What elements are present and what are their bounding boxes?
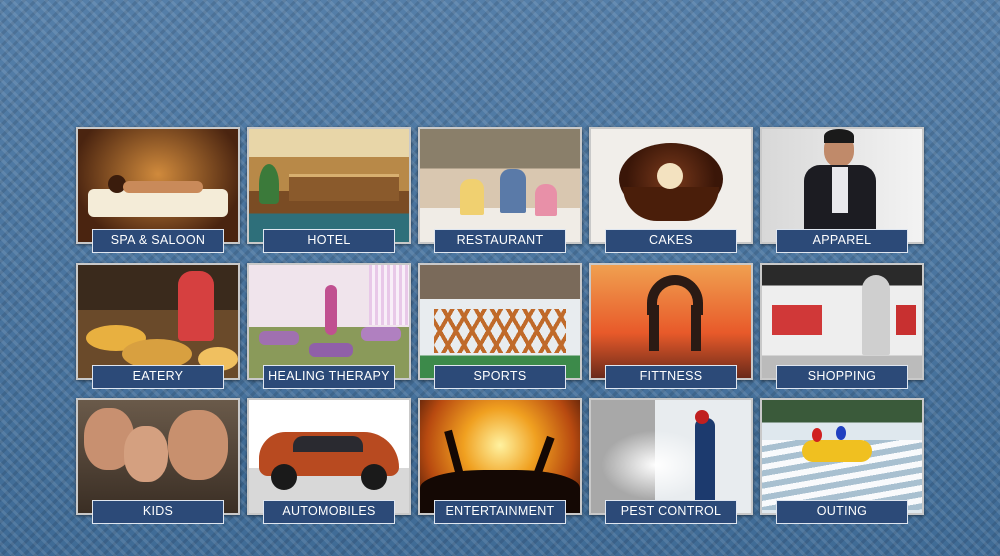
tile-label: OUTING — [776, 500, 908, 524]
tile-label: EATERY — [92, 365, 224, 389]
outing-icon — [762, 400, 922, 513]
apparel-icon — [762, 129, 922, 242]
tile-kids[interactable]: KIDS — [76, 398, 240, 524]
tile-sports[interactable]: SPORTS — [418, 263, 582, 389]
tile-label: AUTOMOBILES — [263, 500, 395, 524]
tile-outing[interactable]: OUTING — [760, 398, 924, 524]
entertainment-icon — [420, 400, 580, 513]
tile-hotel[interactable]: HOTEL — [247, 127, 411, 253]
tile-healing-therapy[interactable]: HEALING THERAPY — [247, 263, 411, 389]
tile-apparel[interactable]: APPAREL — [760, 127, 924, 253]
hotel-icon — [249, 129, 409, 242]
tile-label: ENTERTAINMENT — [434, 500, 566, 524]
pest-control-icon — [591, 400, 751, 513]
shopping-icon — [762, 265, 922, 378]
cake-icon — [591, 129, 751, 242]
tile-automobiles[interactable]: AUTOMOBILES — [247, 398, 411, 524]
tile-label: PEST CONTROL — [605, 500, 737, 524]
tile-label: SPORTS — [434, 365, 566, 389]
tile-label: HEALING THERAPY — [263, 365, 395, 389]
tile-shopping[interactable]: SHOPPING — [760, 263, 924, 389]
tile-label: FITTNESS — [605, 365, 737, 389]
eatery-icon — [78, 265, 238, 378]
tile-spa-saloon[interactable]: SPA & SALOON — [76, 127, 240, 253]
tile-label: APPAREL — [776, 229, 908, 253]
tile-label: SPA & SALOON — [92, 229, 224, 253]
kids-icon — [78, 400, 238, 513]
spa-icon — [78, 129, 238, 242]
tile-eatery[interactable]: EATERY — [76, 263, 240, 389]
tile-label: SHOPPING — [776, 365, 908, 389]
fitness-icon — [591, 265, 751, 378]
automobile-icon — [249, 400, 409, 513]
tile-pest-control[interactable]: PEST CONTROL — [589, 398, 753, 524]
tile-cakes[interactable]: CAKES — [589, 127, 753, 253]
tile-fitness[interactable]: FITTNESS — [589, 263, 753, 389]
healing-therapy-icon — [249, 265, 409, 378]
tile-label: CAKES — [605, 229, 737, 253]
tile-label: RESTAURANT — [434, 229, 566, 253]
tile-restaurant[interactable]: RESTAURANT — [418, 127, 582, 253]
restaurant-icon — [420, 129, 580, 242]
sports-icon — [420, 265, 580, 378]
tile-label: KIDS — [92, 500, 224, 524]
tile-entertainment[interactable]: ENTERTAINMENT — [418, 398, 582, 524]
tile-label: HOTEL — [263, 229, 395, 253]
